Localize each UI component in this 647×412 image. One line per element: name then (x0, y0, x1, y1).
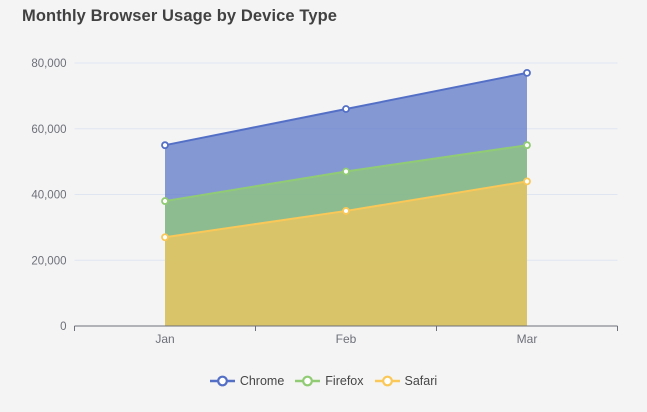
data-point-firefox-mar[interactable] (523, 141, 531, 150)
legend-item-chrome[interactable]: Chrome (209, 374, 285, 388)
legend-item-firefox[interactable]: Firefox (295, 374, 364, 388)
series-area-safari (165, 181, 527, 326)
chart-legend: Chrome Firefox Safari (0, 374, 647, 388)
y-axis-label: 40,000 (31, 190, 66, 202)
line-circle-icon (209, 375, 235, 387)
data-point-firefox-feb[interactable] (342, 167, 350, 176)
x-axis-label-mar: Mar (517, 332, 538, 346)
data-point-firefox-jan[interactable] (161, 197, 169, 205)
line-circle-icon (295, 375, 321, 387)
data-point-chrome-feb[interactable] (342, 105, 350, 113)
legend-label-safari: Safari (404, 374, 438, 388)
data-point-safari-mar[interactable] (523, 177, 531, 186)
x-axis-label-jan: Jan (155, 332, 174, 346)
y-axis-label: 20,000 (31, 255, 66, 267)
legend-item-safari[interactable]: Safari (374, 374, 438, 388)
data-point-safari-feb[interactable] (342, 207, 350, 215)
y-axis-label: 0 (60, 321, 66, 333)
legend-label-firefox: Firefox (325, 374, 364, 388)
line-circle-icon (374, 375, 400, 387)
area-chart-plot: 0 20,000 40,000 60,000 80,000 Jan Feb Mar (31, 58, 618, 346)
x-axis-label-feb: Feb (336, 332, 357, 346)
y-axis-label: 60,000 (31, 124, 66, 136)
data-point-safari-jan[interactable] (161, 233, 169, 242)
data-point-chrome-jan[interactable] (161, 141, 169, 150)
legend-label-chrome: Chrome (239, 374, 285, 388)
chart-title: Monthly Browser Usage by Device Type (22, 7, 338, 25)
data-point-chrome-mar[interactable] (523, 68, 531, 77)
y-axis-label: 80,000 (31, 58, 66, 70)
